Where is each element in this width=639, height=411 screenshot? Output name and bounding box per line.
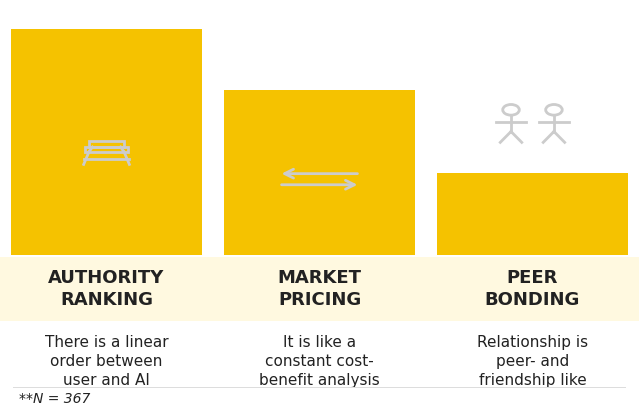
Text: **N = 367: **N = 367 [19, 392, 91, 406]
Bar [13, 387, 626, 388]
Text: It is like a
constant cost-
benefit analysis: It is like a constant cost- benefit anal… [259, 335, 380, 388]
Text: PEER
BONDING: PEER BONDING [485, 269, 580, 309]
Text: There is a linear
order between
user and AI: There is a linear order between user and… [45, 335, 168, 388]
Text: AUTHORITY
RANKING: AUTHORITY RANKING [49, 269, 165, 309]
Bar [436, 173, 628, 255]
Text: MARKET
PRICING: MARKET PRICING [277, 269, 362, 309]
Bar [86, 147, 128, 152]
Bar [11, 29, 203, 255]
Text: Relationship is
peer- and
friendship like: Relationship is peer- and friendship lik… [477, 335, 588, 388]
Bar [0, 257, 639, 321]
Bar [89, 141, 124, 147]
Bar [224, 90, 415, 255]
